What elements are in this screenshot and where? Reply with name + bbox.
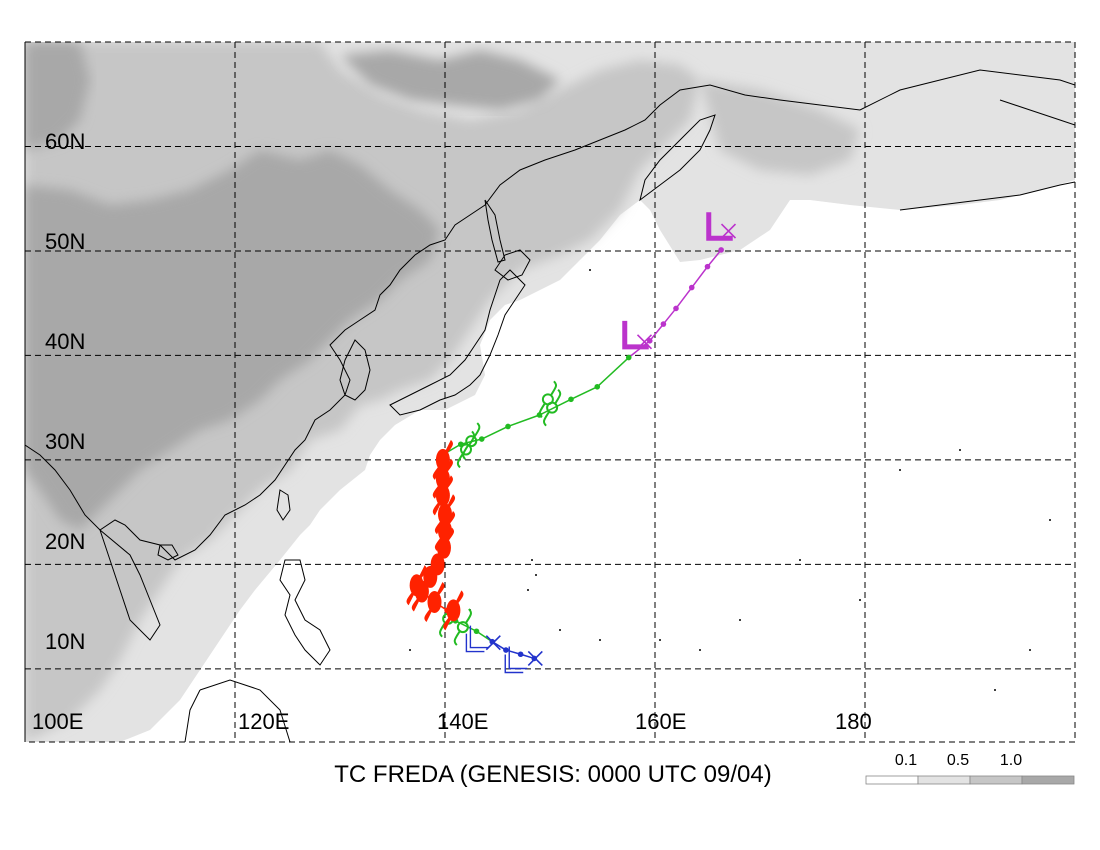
lon-label-160e: 160E (635, 709, 686, 734)
track-segment (649, 323, 664, 342)
track-segment (570, 386, 598, 400)
land-shade-dark (25, 150, 440, 530)
storm-symbol (542, 388, 562, 427)
x-marker (485, 635, 501, 651)
lon-label-100e: 100E (32, 709, 83, 734)
track-point (568, 396, 574, 403)
track-point (688, 284, 695, 291)
track-point (505, 423, 511, 430)
lat-label-20n: 20N (45, 529, 85, 554)
track-point (478, 436, 485, 442)
lat-label-50n: 50N (45, 229, 85, 254)
coast-philippines (279, 559, 331, 666)
coast-japan (389, 269, 526, 416)
coast-hokkaido (494, 249, 531, 281)
lat-labels: 60N 50N 40N 30N 20N 10N (45, 129, 85, 654)
extratropical-symbol (706, 212, 733, 241)
land-shade-mid-east (700, 80, 860, 175)
coast-asia-east (25, 69, 1075, 561)
islands (409, 269, 1051, 691)
depression-symbol (504, 646, 528, 674)
shade-legend: 0.1 0.5 1.0 (865, 752, 1075, 785)
extratropical-symbol (622, 320, 649, 350)
track-point (594, 383, 601, 390)
track-segment (539, 398, 572, 416)
legend-swatch-1 (865, 775, 919, 785)
typhoon-symbol (432, 439, 453, 480)
track-segment (662, 307, 677, 325)
legend-swatch-3 (969, 775, 1023, 785)
gridlines (24, 42, 1075, 742)
lon-label-140e: 140E (437, 709, 488, 734)
coast-sakhalin (484, 199, 506, 263)
track-segment (596, 356, 630, 388)
coast-indochina (98, 528, 161, 641)
coastlines (25, 69, 1075, 742)
storm-markers (406, 212, 737, 674)
legend-label-1-0: 1.0 (1000, 752, 1022, 769)
storm-symbol (456, 430, 476, 469)
track-point (517, 651, 524, 658)
depression-symbol (465, 625, 489, 653)
land-shade-dark-west (25, 42, 90, 150)
track-segment (481, 425, 509, 440)
legend-swatch-4 (1021, 775, 1075, 785)
lat-label-10n: 10N (45, 629, 85, 654)
track-segment (675, 287, 693, 309)
track-point (673, 305, 679, 312)
track-segment (507, 414, 540, 428)
track-point (660, 321, 667, 327)
map-title: TC FREDA (GENESIS: 0000 UTC 09/04) (334, 761, 771, 788)
legend-label-0-5: 0.5 (947, 752, 969, 769)
legend-swatch-2 (917, 775, 971, 785)
lon-label-180: 180 (835, 709, 872, 734)
storm-symbol (453, 608, 472, 646)
typhoon-symbol (434, 494, 456, 535)
lon-labels: 100E 120E 140E 160E 180 (32, 709, 872, 734)
coast-taiwan (276, 489, 291, 521)
land-shade-dark-north (340, 50, 560, 110)
legend-label-0-1: 0.1 (895, 752, 917, 769)
typhoon-symbol (424, 582, 445, 622)
track-point (473, 628, 480, 635)
coast-alaska (999, 99, 1075, 126)
lat-label-40n: 40N (45, 329, 85, 354)
x-marker (527, 650, 543, 666)
coast-borneo (184, 679, 291, 742)
track-point (646, 338, 653, 344)
typhoon-symbol (406, 565, 427, 606)
track-point (718, 247, 724, 253)
coast-korea (339, 339, 371, 401)
typhoon-symbol (443, 590, 464, 631)
lat-label-60n: 60N (45, 129, 85, 154)
track-point (625, 354, 632, 361)
typhoon-symbol (432, 458, 453, 499)
coast-hainan (157, 544, 179, 561)
lat-label-30n: 30N (45, 429, 85, 454)
plot-border (24, 41, 1076, 743)
track-segment (706, 249, 722, 268)
coast-aleutians (899, 181, 1075, 211)
track-segment (691, 266, 709, 288)
track-point (503, 647, 509, 653)
lon-label-120e: 120E (238, 709, 289, 734)
track-point (704, 263, 711, 270)
